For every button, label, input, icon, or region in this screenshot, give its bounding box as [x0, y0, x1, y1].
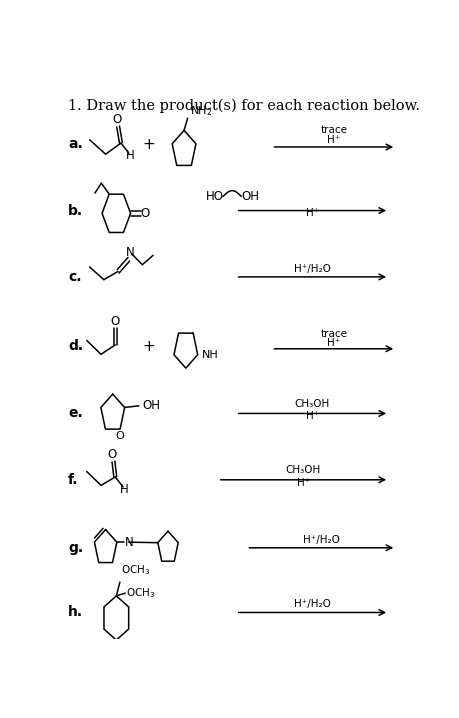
Text: H⁺: H⁺	[326, 135, 340, 145]
Text: H⁺/H₂O: H⁺/H₂O	[302, 534, 339, 544]
Text: O: O	[112, 113, 122, 126]
Text: OCH$_3$: OCH$_3$	[126, 586, 155, 600]
Text: trace: trace	[319, 329, 347, 339]
Text: g.: g.	[68, 541, 83, 555]
Text: +: +	[142, 338, 154, 353]
Text: c.: c.	[68, 270, 82, 284]
Text: O: O	[140, 207, 149, 220]
Text: O: O	[107, 449, 117, 462]
Text: 1. Draw the product(s) for each reaction below.: 1. Draw the product(s) for each reaction…	[68, 98, 419, 113]
Text: N: N	[125, 536, 134, 549]
Text: O: O	[110, 315, 120, 328]
Text: O: O	[116, 431, 124, 441]
Text: f.: f.	[68, 472, 78, 487]
Text: H⁺/H₂O: H⁺/H₂O	[293, 600, 330, 609]
Text: h.: h.	[68, 605, 83, 620]
Text: H: H	[119, 483, 128, 496]
Text: +: +	[142, 136, 154, 151]
Text: a.: a.	[68, 137, 83, 151]
Text: H⁺: H⁺	[305, 208, 319, 218]
Text: H⁺: H⁺	[305, 411, 319, 421]
Text: d.: d.	[68, 339, 83, 353]
Text: H: H	[125, 149, 134, 162]
Text: CH₃OH: CH₃OH	[285, 465, 320, 475]
Text: NH: NH	[202, 350, 218, 360]
Text: OH: OH	[142, 399, 160, 412]
Text: HO: HO	[205, 190, 223, 203]
Text: OH: OH	[241, 190, 259, 203]
Text: H⁺: H⁺	[296, 477, 309, 488]
Text: b.: b.	[68, 204, 83, 218]
Text: OCH$_3$: OCH$_3$	[120, 563, 150, 577]
Text: CH₃OH: CH₃OH	[294, 398, 329, 409]
Text: trace: trace	[319, 126, 347, 136]
Text: H⁺/H₂O: H⁺/H₂O	[293, 264, 330, 274]
Text: N: N	[125, 246, 134, 259]
Text: e.: e.	[68, 406, 83, 421]
Text: H⁺: H⁺	[326, 338, 340, 348]
Text: NH$_2$: NH$_2$	[190, 105, 213, 118]
